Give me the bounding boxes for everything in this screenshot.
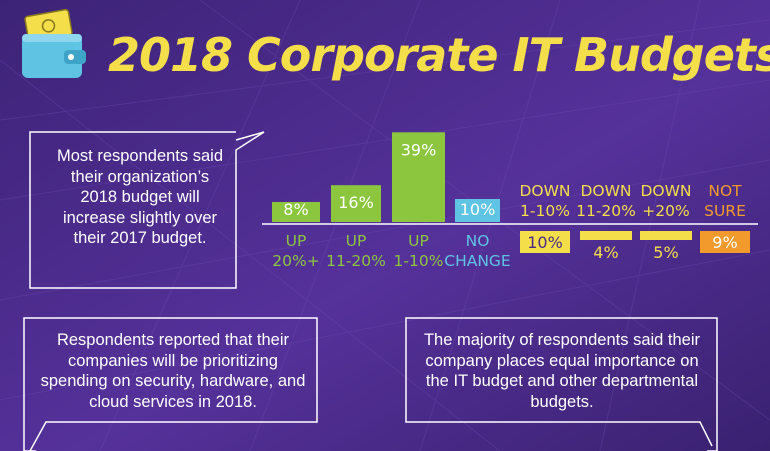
category-label-5: DOWN 11-20% <box>576 182 636 220</box>
callout-budget-increase: Most respondents said their organization… <box>56 147 223 247</box>
bar-value-label-2: 39% <box>401 140 437 159</box>
page-title: 2018 Corporate IT Budgets <box>108 28 770 82</box>
bar-6 <box>640 231 692 240</box>
bar-value-label-7: 9% <box>712 233 737 252</box>
bar-value-label-1: 16% <box>338 193 374 212</box>
bar-value-label-3: 10% <box>460 200 496 219</box>
bar-0 <box>272 202 320 222</box>
bar-4 <box>520 231 570 253</box>
category-label-6: DOWN +20% <box>640 182 691 220</box>
category-label-0: UP 20%+ <box>272 232 319 270</box>
bar-5 <box>580 231 632 240</box>
bar-2 <box>392 132 445 222</box>
bar-value-label-6: 5% <box>653 243 678 262</box>
bar-value-label-0: 8% <box>283 200 308 219</box>
callout-priorities: Respondents reported that their companie… <box>40 331 306 411</box>
callout-equal-importance: The majority of respondents said their c… <box>423 331 701 411</box>
bar-value-label-4: 10% <box>527 233 563 252</box>
wallet-icon <box>22 8 86 78</box>
bar-7 <box>700 231 750 253</box>
category-label-3: NO CHANGE <box>444 232 510 270</box>
bar-3 <box>455 199 500 222</box>
category-label-1: UP 11-20% <box>326 232 386 270</box>
category-label-2: UP 1-10% <box>394 232 444 270</box>
bar-value-label-5: 4% <box>593 243 618 262</box>
category-label-7: NOT SURE <box>704 182 746 220</box>
bar-1 <box>331 185 381 222</box>
category-label-4: DOWN 1-10% <box>519 182 570 220</box>
